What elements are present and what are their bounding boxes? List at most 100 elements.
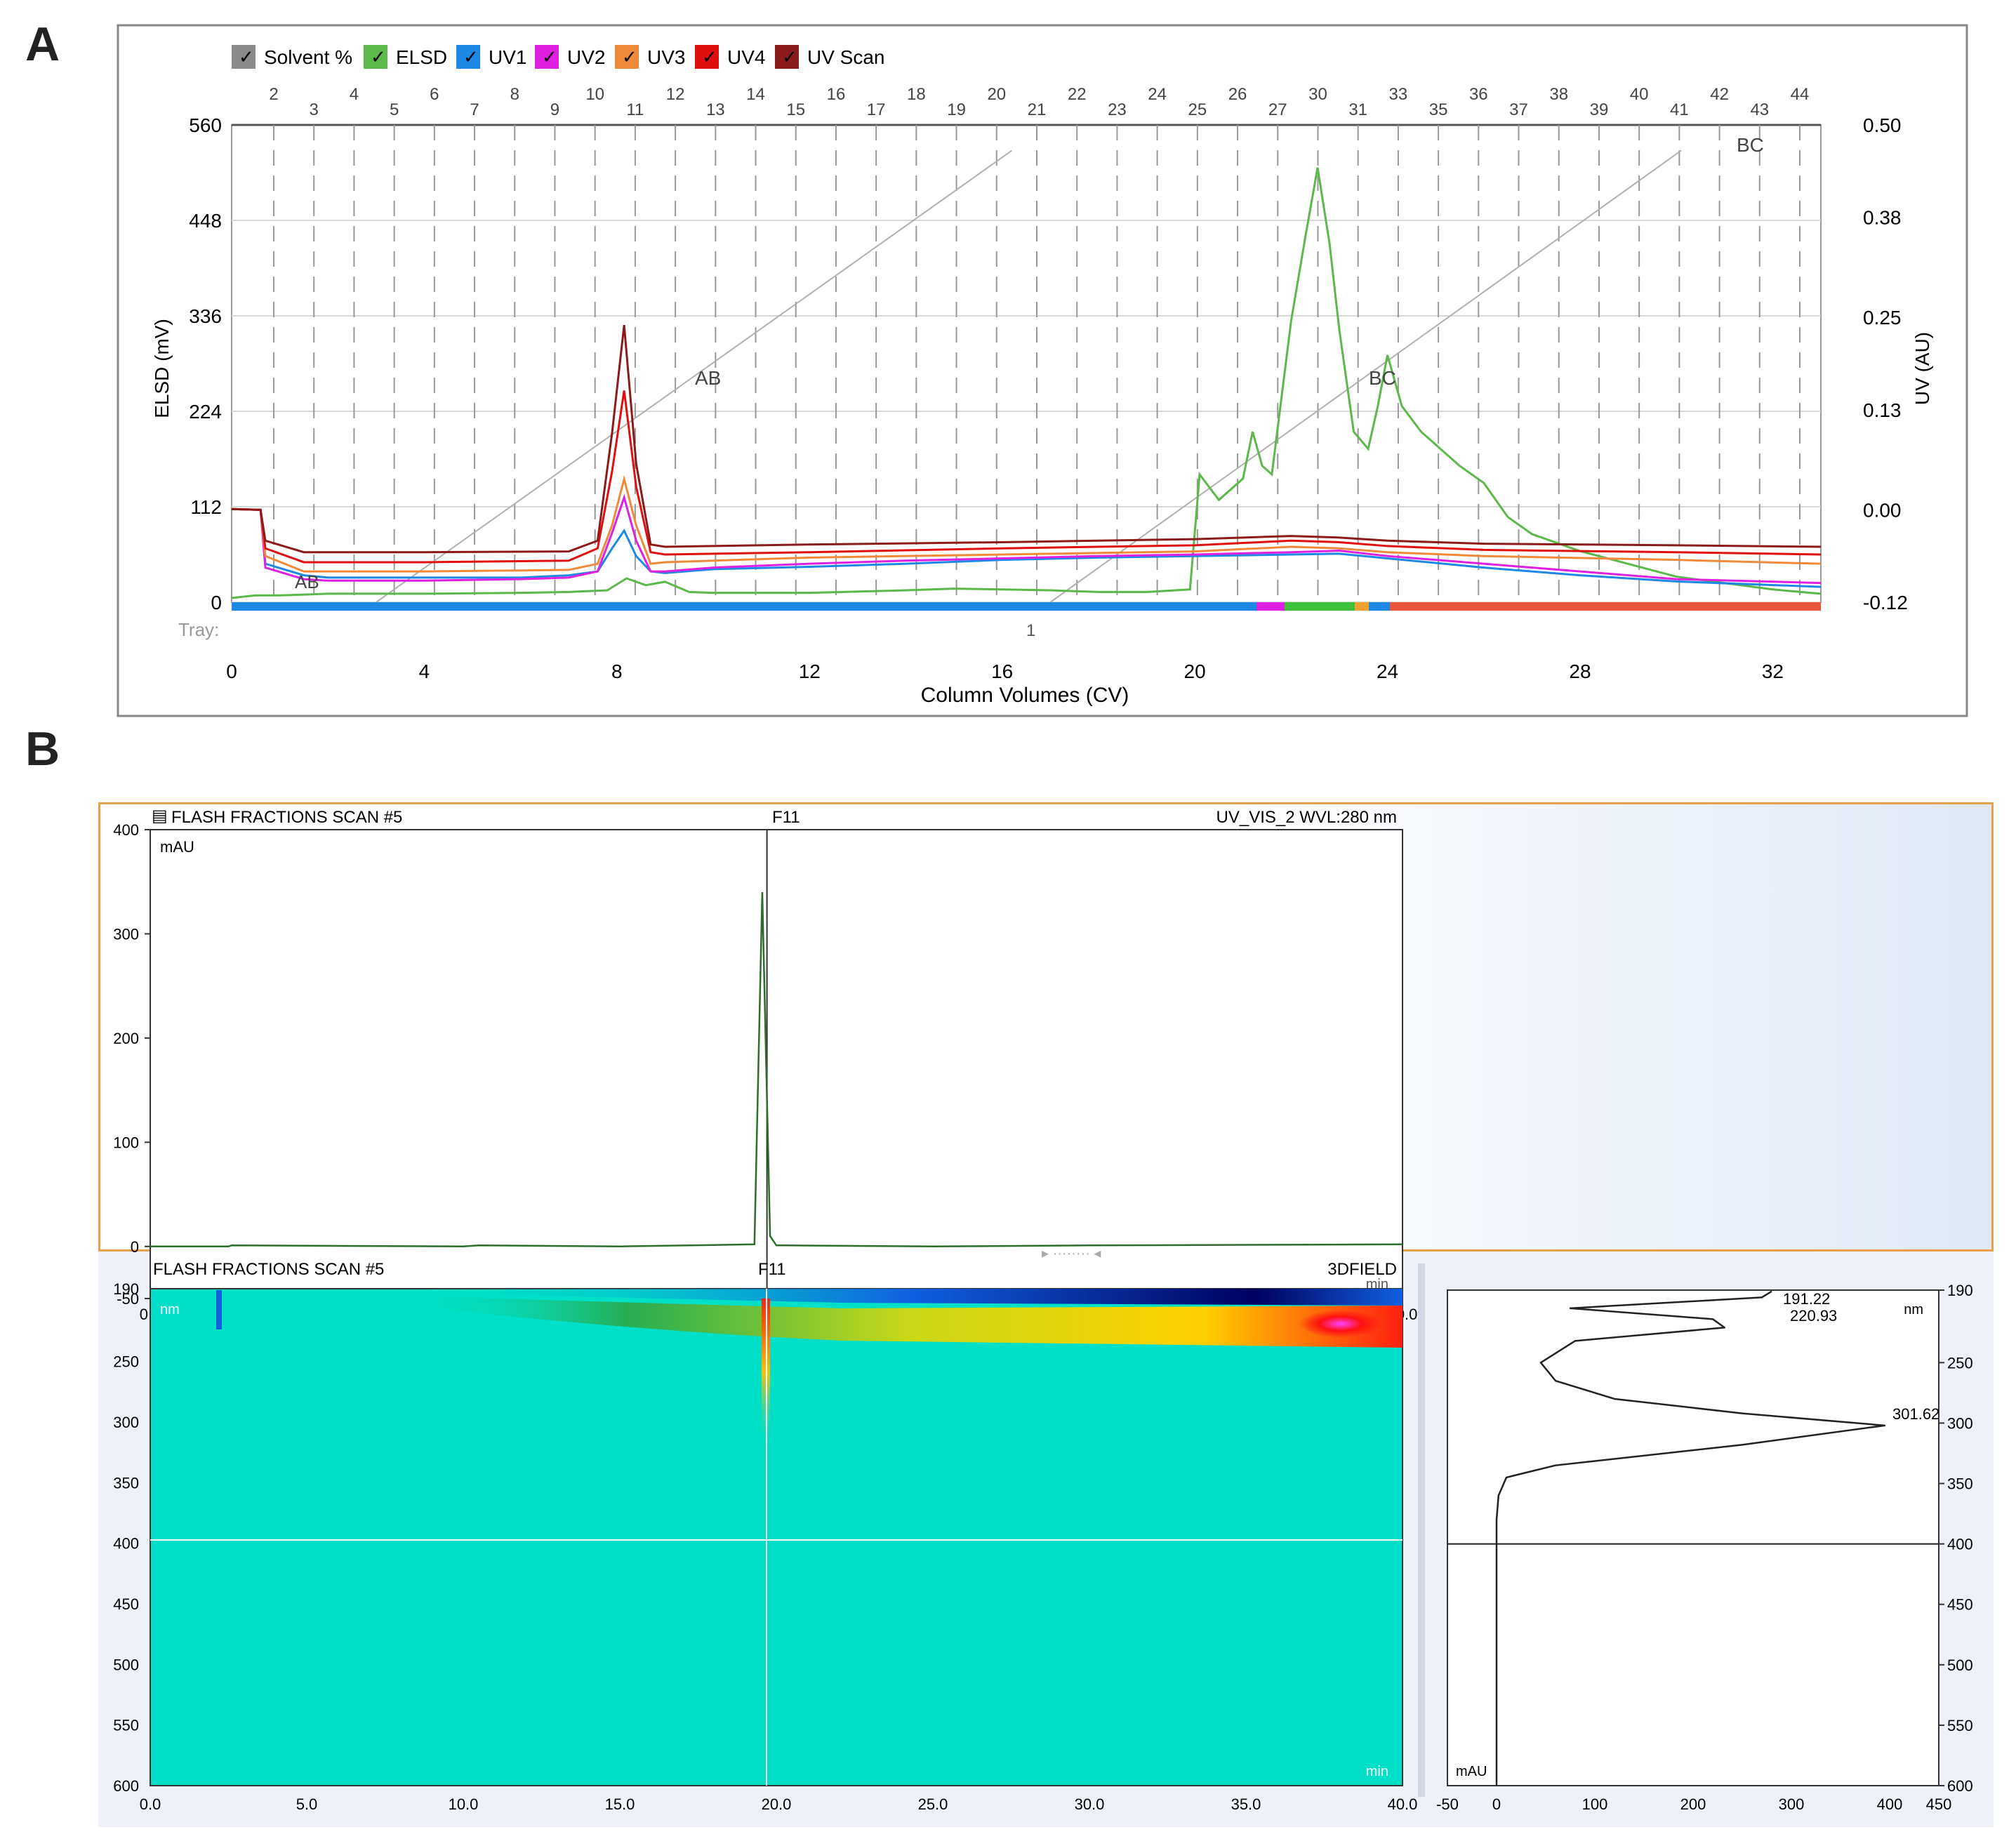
y-tick-label: 400 <box>1947 1536 1973 1553</box>
chromatogram-panel-a: ✓ Solvent % ✓ ELSD ✓ UV1 ✓ UV2 ✓ UV3 ✓ U… <box>117 24 1968 717</box>
y-tick-label: 400 <box>113 1535 139 1553</box>
fraction-number: 10 <box>585 85 604 104</box>
x-tick-label: 32 <box>1762 660 1784 682</box>
y-right-tick-label: -0.12 <box>1863 592 1908 613</box>
y-right-tick-label: 0.50 <box>1863 114 1902 136</box>
fraction-number: 42 <box>1710 85 1729 104</box>
legend-item-uv4[interactable]: ✓ UV4 <box>695 45 765 69</box>
scan-header: ▤ FLASH FRACTIONS SCAN #5 F11 UV_VIS_2 W… <box>152 806 1397 827</box>
x-tick-label: 0 <box>1492 1795 1501 1813</box>
x-axis-label: Column Volumes (CV) <box>921 684 1129 707</box>
x-tick-label: 10.0 <box>449 1795 479 1813</box>
fraction-number: 44 <box>1791 85 1810 104</box>
y-right-tick-label: 0.25 <box>1863 307 1902 328</box>
plot-a-series <box>231 150 1822 603</box>
svg-text:✓: ✓ <box>542 46 557 67</box>
legend-item-uv3[interactable]: ✓ UV3 <box>615 45 685 69</box>
legend-item-elsd[interactable]: ✓ ELSD <box>364 45 447 69</box>
spectrum-xunit: mAU <box>1456 1764 1487 1779</box>
y-tick-label: 250 <box>113 1353 139 1371</box>
y-tick-label: 300 <box>113 925 139 943</box>
fraction-number: 14 <box>746 85 765 104</box>
legend-label: UV3 <box>647 46 685 68</box>
tray-label: Tray: <box>178 619 219 640</box>
plot-b1-yunit: mAU <box>160 838 194 856</box>
fraction-number: 35 <box>1429 100 1448 119</box>
fraction-number: 37 <box>1509 100 1528 119</box>
y-tick-label: 0 <box>131 1238 139 1256</box>
fraction-number: 25 <box>1188 100 1207 119</box>
y-tick-label: 200 <box>113 1030 139 1047</box>
heatmap-yunit: nm <box>160 1302 180 1317</box>
solvent-gradient-line <box>376 150 1012 603</box>
fraction-number: 12 <box>666 85 685 104</box>
legend-item-uv2[interactable]: ✓ UV2 <box>535 45 605 69</box>
fraction-number: 27 <box>1268 100 1287 119</box>
x-tick-label: -50 <box>1436 1795 1459 1813</box>
heatmap[interactable] <box>150 1288 1403 1786</box>
scan-header-center: F11 <box>772 808 800 827</box>
fraction-markers: 2345678910111213141516171819202122232425… <box>232 85 1821 602</box>
y-tick-label: 450 <box>1947 1596 1973 1614</box>
heatmap-header: FLASH FRACTIONS SCAN #5 F11 3DFIELD <box>153 1260 1397 1279</box>
doc-icon: ▤ <box>152 806 168 825</box>
x-tick-label: 4 <box>419 660 430 682</box>
x-tick-label: 12 <box>799 660 821 682</box>
fraction-number: 8 <box>510 85 519 104</box>
fraction-number: 16 <box>827 85 846 104</box>
x-tick-label: 28 <box>1569 660 1591 682</box>
tray-bar <box>232 602 1821 611</box>
annotation-ab-low: AB <box>295 571 319 592</box>
y-left-label: ELSD (mV) <box>151 319 173 418</box>
fraction-number: 2 <box>269 85 278 104</box>
x-tick-label: 20 <box>1184 660 1206 682</box>
x-tick-label: 400 <box>1877 1795 1903 1813</box>
plot-b3-frame <box>1447 1289 1939 1786</box>
plot-a-axes: 56044833622411200.500.380.250.130.00-0.1… <box>189 114 1908 682</box>
fraction-number: 22 <box>1068 85 1087 104</box>
x-tick-label: 200 <box>1680 1795 1706 1813</box>
heatmap-header-left: FLASH FRACTIONS SCAN #5 <box>153 1260 384 1279</box>
fraction-number: 15 <box>786 100 805 119</box>
x-tick-label: 8 <box>611 660 623 682</box>
scan-header-right: UV_VIS_2 WVL:280 nm <box>1216 808 1397 827</box>
heatmap-blip <box>216 1290 222 1329</box>
vertical-splitter[interactable] <box>1418 1263 1425 1797</box>
heatmap-hotspot <box>1299 1310 1383 1338</box>
heatmap-field <box>150 1288 1403 1786</box>
annotation-bc: BC <box>1369 367 1396 389</box>
y-left-tick-label: 560 <box>189 114 222 136</box>
x-tick-label: 0.0 <box>140 1795 161 1813</box>
legend-item-uv1[interactable]: ✓ UV1 <box>456 45 526 69</box>
splitter-handle[interactable]: ▸ ········ ◂ <box>1042 1246 1101 1261</box>
x-tick-label: 100 <box>1582 1795 1608 1813</box>
scan-header-left: FLASH FRACTIONS SCAN #5 <box>171 808 402 827</box>
x-tick-label: 24 <box>1377 660 1398 682</box>
y-right-label: UV (AU) <box>1911 332 1933 405</box>
y-tick-label: 190 <box>1947 1282 1973 1299</box>
fraction-number: 20 <box>987 85 1006 104</box>
x-tick-label: 15.0 <box>605 1795 635 1813</box>
tray-number: 1 <box>1026 621 1035 640</box>
y-tick-label: 600 <box>113 1777 139 1795</box>
svg-text:✓: ✓ <box>622 46 637 67</box>
legend-label: ELSD <box>396 46 447 68</box>
y-left-tick-label: 336 <box>189 305 222 327</box>
legend-item-solvent[interactable]: ✓ Solvent % <box>232 45 352 69</box>
x-tick-label: 5.0 <box>296 1795 318 1813</box>
fraction-number: 38 <box>1549 85 1568 104</box>
plot-b1-series <box>150 830 1403 1299</box>
spectrum-yunit: nm <box>1904 1302 1923 1317</box>
y-tick-label: 350 <box>1947 1475 1973 1493</box>
chromatogram-panel-b: ▤ FLASH FRACTIONS SCAN #5 F11 UV_VIS_2 W… <box>113 806 1973 1813</box>
legend-label: UV2 <box>567 46 605 68</box>
legend-item-uvscan[interactable]: ✓ UV Scan <box>775 45 885 69</box>
peak-label-301: 301.62 <box>1892 1405 1939 1423</box>
spectrum-axes: 190 250 300 350 400 450 500 550 600 -50 0 100 200 300… <box>1436 1282 1973 1813</box>
y-right-tick-label: 0.38 <box>1863 207 1902 229</box>
solvent-gradient-line <box>1049 150 1682 603</box>
fraction-number: 23 <box>1108 100 1127 119</box>
y-tick-label: 300 <box>113 1414 139 1431</box>
y-tick-label: 250 <box>1947 1354 1973 1372</box>
series-line-uv-scan <box>231 324 1822 554</box>
